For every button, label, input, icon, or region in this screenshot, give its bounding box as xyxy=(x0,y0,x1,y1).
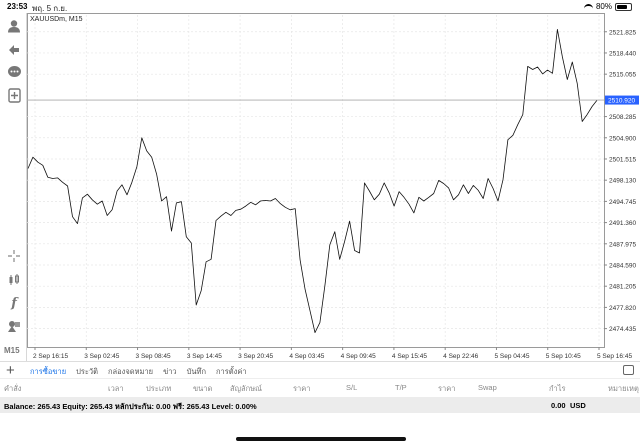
price-series-line xyxy=(27,29,598,333)
y-tick-label: 2481.205 xyxy=(609,284,636,291)
chart-markers: 2510.920 xyxy=(27,95,639,105)
y-tick-label: 2515.055 xyxy=(609,72,636,79)
x-tick-label: 2 Sep 16:15 xyxy=(33,353,68,360)
y-tick-label: 2501.515 xyxy=(609,156,636,163)
battery-level xyxy=(617,4,628,9)
indicators-icon[interactable]: f xyxy=(11,295,17,311)
x-tick-label: 3 Sep 02:45 xyxy=(84,353,119,360)
objects-icon[interactable] xyxy=(5,317,23,335)
column-header: Swap xyxy=(478,383,497,392)
status-time: 23:53 xyxy=(7,2,28,11)
tab-2[interactable]: กล่องจดหมาย xyxy=(108,367,154,376)
status-bar: 23:53 พฤ. 5 ก.ย. 80% xyxy=(0,0,640,13)
x-tick-label: 4 Sep 03:45 xyxy=(289,353,324,360)
chart-axes: 2521.825 2518.440 2515.055 2508.285 2504.900… xyxy=(33,29,636,360)
x-tick-label: 3 Sep 14:45 xyxy=(187,353,222,360)
battery-percent: 80% xyxy=(595,2,612,11)
account-currency: USD xyxy=(570,401,586,410)
column-header: กำไร xyxy=(549,384,566,393)
column-header: ขนาด xyxy=(193,384,213,393)
column-header: คำสั่ง xyxy=(4,384,22,393)
chart-series xyxy=(27,29,598,333)
chart-canvas[interactable]: 2521.825 2518.440 2515.055 2508.285 2504.900… xyxy=(27,13,640,361)
wifi-icon xyxy=(583,3,593,10)
add-icon[interactable]: + xyxy=(6,362,15,379)
y-tick-label: 2498.130 xyxy=(609,178,636,185)
y-tick-label: 2484.590 xyxy=(609,263,636,270)
orders-columns-header: คำสั่ง เวลา ประเภท ขนาด สัญลักษณ์ ราคา S/L T/P ร… xyxy=(0,378,640,393)
x-tick-label: 4 Sep 09:45 xyxy=(341,353,376,360)
chat-icon[interactable] xyxy=(5,63,23,81)
current-price-label: 2510.920 xyxy=(608,98,635,105)
y-tick-label: 2521.825 xyxy=(609,29,636,36)
tab-1[interactable]: ประวัติ xyxy=(76,367,99,376)
column-header: สัญลักษณ์ xyxy=(230,384,263,393)
crosshair-icon[interactable] xyxy=(5,247,23,265)
candles-icon[interactable] xyxy=(5,271,23,289)
timeframe-label[interactable]: M15 xyxy=(4,346,20,355)
x-tick-label: 5 Sep 04:45 xyxy=(494,353,529,360)
y-tick-label: 2491.360 xyxy=(609,220,636,227)
account-icon[interactable] xyxy=(5,17,23,35)
chart-grid xyxy=(27,13,605,348)
status-date: พฤ. 5 ก.ย. xyxy=(32,4,68,13)
column-header: S/L xyxy=(346,383,358,392)
y-tick-label: 2494.745 xyxy=(609,199,636,206)
x-tick-label: 3 Sep 20:45 xyxy=(238,353,273,360)
terminal-tabs-bar: + การซื้อขาย ประวัติ กล่องจดหมาย ข่าว บันทึก… xyxy=(0,361,640,380)
price-chart[interactable]: 2521.825 2518.440 2515.055 2508.285 2504.900… xyxy=(27,13,640,361)
new-order-icon[interactable] xyxy=(5,86,23,104)
column-header: ประเภท xyxy=(146,384,172,393)
y-tick-label: 2474.435 xyxy=(609,326,636,333)
tab-3[interactable]: ข่าว xyxy=(163,367,177,376)
x-tick-label: 5 Sep 10:45 xyxy=(546,353,581,360)
status-indicators: 80% xyxy=(583,2,632,11)
y-tick-label: 2487.975 xyxy=(609,241,636,248)
x-tick-label: 3 Sep 08:45 xyxy=(136,353,171,360)
column-header: เวลา xyxy=(108,384,124,393)
column-header: T/P xyxy=(395,383,407,392)
trade-icon[interactable] xyxy=(5,40,23,58)
left-toolbar: f M15 xyxy=(0,13,27,361)
column-header: ราคา xyxy=(293,384,311,393)
tab-5[interactable]: การตั้งค่า xyxy=(216,367,247,376)
current-price-badge xyxy=(605,95,639,105)
y-tick-label: 2504.900 xyxy=(609,135,636,142)
x-tick-label: 4 Sep 15:45 xyxy=(392,353,427,360)
expand-panel-icon[interactable] xyxy=(623,365,634,375)
y-tick-label: 2518.440 xyxy=(609,50,636,57)
chart-symbol-label: XAUUSDm, M15 xyxy=(30,16,83,23)
balance-summary: Balance: 265.43 Equity: 265.43 หลักประกั… xyxy=(4,402,257,411)
column-header: ราคา xyxy=(438,384,456,393)
total-profit: 0.00 xyxy=(551,401,566,410)
battery-icon xyxy=(615,2,632,11)
x-tick-label: 4 Sep 22:46 xyxy=(443,353,478,360)
column-header: หมายเหตุ xyxy=(608,384,639,393)
bottom-area xyxy=(0,413,640,447)
balance-bar: Balance: 265.43 Equity: 265.43 หลักประกั… xyxy=(0,397,640,413)
x-tick-label: 5 Sep 16:45 xyxy=(597,353,632,360)
tab-4[interactable]: บันทึก xyxy=(186,367,207,376)
y-tick-label: 2508.285 xyxy=(609,114,636,121)
y-tick-label: 2477.820 xyxy=(609,305,636,312)
home-indicator[interactable] xyxy=(236,437,406,441)
